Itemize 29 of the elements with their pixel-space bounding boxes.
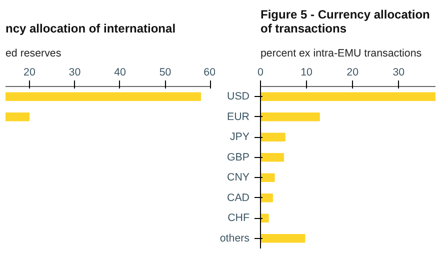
chart-title: Figure 5 - Currency allocation of transactions (260, 8, 430, 36)
x-tick-label: 20 (24, 66, 36, 78)
bar (260, 234, 306, 243)
y-tick-label: CHF (228, 212, 250, 224)
x-tick-label: 50 (159, 66, 172, 78)
bar (260, 92, 436, 101)
y-tick-label: JPY (230, 131, 250, 144)
bar (260, 132, 286, 142)
chart-title: ncy allocation of international (6, 22, 176, 36)
x-tick-label: 30 (392, 66, 405, 78)
x-tick-label: 0 (258, 66, 264, 78)
bar (260, 214, 269, 222)
bar (260, 153, 284, 162)
y-tick-label: GBP (226, 151, 250, 164)
chart-subtitle: ed reserves (6, 48, 62, 60)
x-tick-label: 40 (114, 66, 126, 78)
y-tick-label: USD (227, 90, 250, 103)
x-tick-label: 10 (300, 66, 313, 78)
y-tick-label: CAD (227, 192, 250, 204)
y-tick-label: CNY (227, 172, 250, 184)
x-tick-label: 60 (204, 66, 216, 78)
bar (260, 112, 320, 122)
y-tick-label: EUR (227, 110, 250, 123)
y-tick-label: others (220, 232, 250, 244)
x-tick-label: 20 (346, 66, 359, 78)
bar (260, 194, 273, 202)
bar (260, 173, 275, 182)
x-tick-label: 30 (68, 66, 81, 78)
chart-subtitle: percent ex intra-EMU transactions (260, 48, 422, 60)
